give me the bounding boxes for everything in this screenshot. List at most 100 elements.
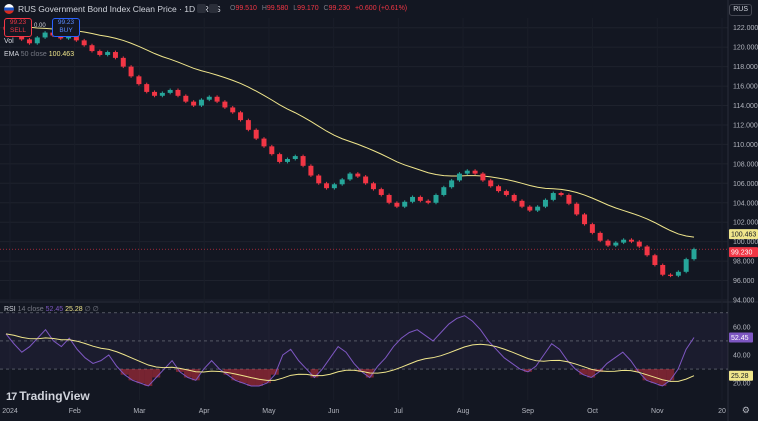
settings-icon[interactable] <box>209 4 218 13</box>
candle-body[interactable] <box>355 173 361 177</box>
candle-body[interactable] <box>136 76 142 85</box>
candle-body[interactable] <box>425 200 431 203</box>
time-axis[interactable]: 2024 Feb Mar Apr May Jun Jul Aug Sep Oct Nov 20 <box>2 408 726 415</box>
candle-body[interactable] <box>128 66 134 77</box>
candle-body[interactable] <box>230 107 236 113</box>
candle-body[interactable] <box>668 274 674 276</box>
candle-body[interactable] <box>206 96 212 100</box>
candle-body[interactable] <box>378 189 384 195</box>
buy-price: 99.23 <box>57 19 75 26</box>
candle-body[interactable] <box>324 183 330 189</box>
candle-body[interactable] <box>167 89 173 93</box>
candle-body[interactable] <box>675 271 681 276</box>
candle-body[interactable] <box>433 194 439 203</box>
gear-icon[interactable]: ⚙ <box>741 405 750 415</box>
candle-body[interactable] <box>558 193 564 195</box>
rsi-pane[interactable]: 60.00 40.00 20.00 52.45 25.28 <box>0 312 753 388</box>
candle-body[interactable] <box>284 159 290 162</box>
ema-legend[interactable]: EMA 50 close 100.463 <box>4 51 74 58</box>
candle-body[interactable] <box>456 173 462 181</box>
candle-body[interactable] <box>464 170 470 174</box>
candle-body[interactable] <box>691 249 697 260</box>
candle-body[interactable] <box>159 92 165 96</box>
candle-body[interactable] <box>449 180 455 188</box>
candle-body[interactable] <box>566 194 572 204</box>
candle-body[interactable] <box>496 186 502 192</box>
candle-body[interactable] <box>347 173 353 180</box>
candle-body[interactable] <box>410 196 416 202</box>
rsi-legend[interactable]: RSI 14 close 52.45 25.28 ∅ ∅ <box>4 305 99 313</box>
symbol-title[interactable]: RUS Government Bond Index Clean Price · … <box>18 4 221 14</box>
candle-body[interactable] <box>183 95 189 102</box>
candle-body[interactable] <box>574 203 580 215</box>
sell-button[interactable]: 99.23 SELL <box>4 18 32 37</box>
candle-body[interactable] <box>605 240 611 246</box>
candle-body[interactable] <box>81 40 87 46</box>
candle-body[interactable] <box>144 84 150 92</box>
candle-body[interactable] <box>582 214 588 225</box>
candle-body[interactable] <box>621 239 627 243</box>
candle-body[interactable] <box>331 184 337 189</box>
candle-body[interactable] <box>42 32 48 38</box>
candle-body[interactable] <box>73 34 79 41</box>
candle-body[interactable] <box>402 201 408 207</box>
candle-body[interactable] <box>97 51 103 55</box>
candle-body[interactable] <box>535 206 541 211</box>
candle-body[interactable] <box>441 187 447 195</box>
candle-body[interactable] <box>175 89 181 96</box>
candle-body[interactable] <box>644 246 650 256</box>
candle-body[interactable] <box>89 45 95 52</box>
tradingview-logo[interactable]: 17 TradingView <box>6 389 90 403</box>
candle-body[interactable] <box>660 264 666 275</box>
candle-body[interactable] <box>683 259 689 272</box>
volume-legend[interactable]: Vol <box>4 38 14 45</box>
candle-body[interactable] <box>597 232 603 241</box>
candle-body[interactable] <box>527 206 533 211</box>
candle-body[interactable] <box>238 112 244 121</box>
price-axis[interactable]: 122.000 120.000 118.000 116.000 114.000 112.0… <box>727 0 758 421</box>
candle-body[interactable] <box>386 194 392 203</box>
candle-body[interactable] <box>277 154 283 162</box>
candle-body[interactable] <box>269 146 275 155</box>
candle-body[interactable] <box>245 120 251 130</box>
candle-body[interactable] <box>112 52 118 58</box>
candle-body[interactable] <box>339 179 345 185</box>
candle-body[interactable] <box>394 202 400 207</box>
candle-body[interactable] <box>363 176 369 184</box>
candle-body[interactable] <box>503 191 509 195</box>
candle-body[interactable] <box>472 170 478 174</box>
buy-button[interactable]: 99.23 BUY <box>52 18 80 37</box>
candle-body[interactable] <box>628 239 634 242</box>
candle-body[interactable] <box>214 96 220 102</box>
candle-body[interactable] <box>652 255 658 265</box>
candle-body[interactable] <box>511 194 517 201</box>
eye-icon[interactable] <box>197 4 206 13</box>
candle-body[interactable] <box>253 129 259 139</box>
candle-body[interactable] <box>292 156 298 159</box>
candle-body[interactable] <box>613 242 619 246</box>
candle-body[interactable] <box>191 101 197 106</box>
candle-body[interactable] <box>222 101 228 108</box>
candle-body[interactable] <box>300 156 306 166</box>
candle-body[interactable] <box>480 173 486 181</box>
candle-body[interactable] <box>542 199 548 207</box>
candle-body[interactable] <box>488 180 494 187</box>
candle-body[interactable] <box>26 39 32 44</box>
candle-body[interactable] <box>152 91 158 96</box>
candle-body[interactable] <box>550 193 556 200</box>
candle-body[interactable] <box>519 200 525 207</box>
candle-body[interactable] <box>370 183 376 190</box>
candle-body[interactable] <box>417 196 423 201</box>
candle-body[interactable] <box>261 138 267 147</box>
candle-body[interactable] <box>308 165 314 176</box>
candle-body[interactable] <box>105 52 111 55</box>
price-tick-label: 108.000 <box>733 161 758 168</box>
candle-body[interactable] <box>589 224 595 233</box>
candle-body[interactable] <box>636 241 642 247</box>
candle-body[interactable] <box>198 99 204 106</box>
candle-body[interactable] <box>34 37 40 44</box>
candle-body[interactable] <box>120 57 126 67</box>
symbol-badge[interactable]: RUS <box>729 4 752 16</box>
candle-body[interactable] <box>316 175 322 184</box>
